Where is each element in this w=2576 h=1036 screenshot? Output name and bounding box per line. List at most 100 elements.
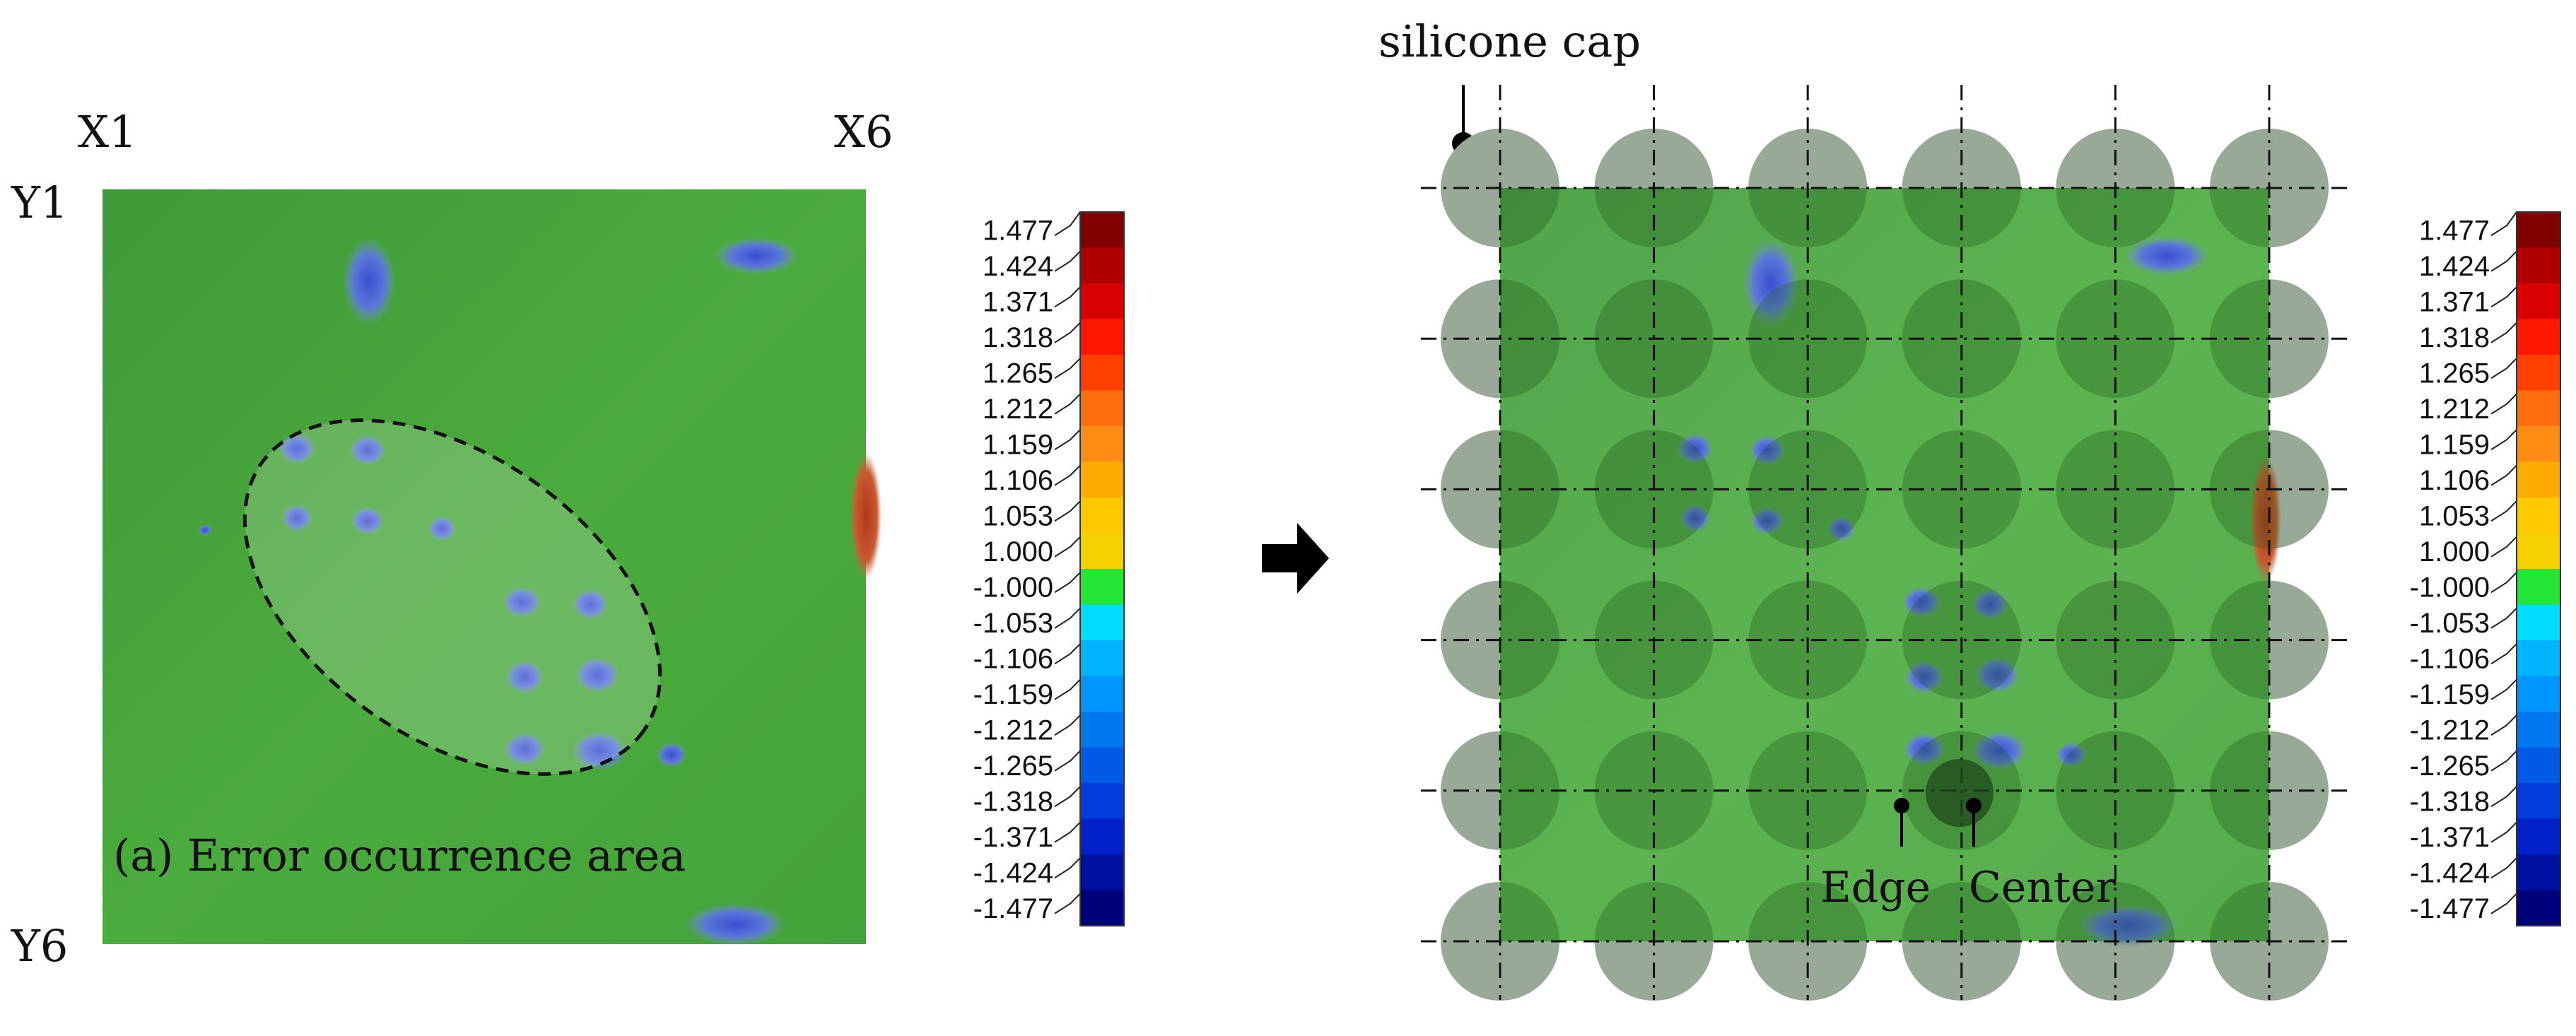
colorbar-tick-label: -1.265 [2410,750,2490,782]
colorbar-swatch [2517,533,2560,570]
colorbar-tick-label: -1.106 [2410,643,2490,674]
colorbar-leader [1054,857,1081,879]
colorbar-swatch [1080,604,1124,641]
colorbar-swatch [2517,390,2560,427]
colorbar-frame [2516,211,2561,926]
right-colorbar: 1.477 1.424 1.371 1.318 1.265 1.212 1.159 1.106… [2372,194,2568,936]
blue-spot [714,237,799,274]
colorbar-tick-label: -1.000 [2410,572,2490,603]
colorbar-tick-label: -1.159 [973,679,1053,710]
cap-grid-lines [1421,85,2354,1000]
colorbar-swatch [1080,426,1124,462]
colorbar-swatch [2517,854,2560,890]
colorbar-tick-label: 1.477 [983,215,1053,246]
blue-spot [1680,504,1711,532]
colorbar-swatch [1080,676,1124,712]
blue-spot [1750,507,1784,535]
colorbar-tick-label: 1.053 [983,500,1053,531]
right-arrow-icon [1262,523,1329,594]
left-deviation-map [103,189,866,944]
colorbar-swatch [2517,676,2560,712]
colorbar-leader [1054,250,1081,272]
left-red-region [850,452,882,579]
right-panel: silicone cap [1378,16,2354,1001]
colorbar-tick-label: -1.477 [973,893,1053,924]
colorbar-frame [1079,211,1125,926]
blue-spot [279,433,315,464]
blue-spot [572,589,609,620]
blue-spot [281,504,312,532]
colorbar-swatch [1080,712,1124,748]
colorbar-leader [1054,786,1081,808]
colorbar-swatch [2517,319,2560,355]
colorbar-tick-label: 1.212 [983,394,1053,425]
colorbar-tick-label: 1.159 [983,429,1053,460]
colorbar-tick-label: 1.212 [2419,394,2490,425]
colorbar-leader [2490,786,2517,808]
label-x1: X1 [78,106,137,158]
error-area-ellipse [242,418,662,776]
colorbar-swatch [1080,533,1124,570]
colorbar-tick-label: -1.318 [2410,786,2490,817]
blue-spot [428,516,456,541]
colorbar-swatch [1080,461,1124,498]
colorbar-swatch [2517,640,2560,676]
colorbar-tick-label: -1.159 [2410,679,2490,710]
colorbar-leader [1054,358,1081,379]
colorbar-leader [1054,429,1081,451]
colorbar-tick-label: 1.477 [2419,215,2490,246]
silicone-cap-label: silicone cap [1378,16,1641,67]
blue-spot [198,524,212,536]
silicone-cap-shade [1902,279,2021,399]
colorbar-tick-label: 1.053 [2419,500,2490,531]
error-area-caption: (a) Error occurrence area [113,830,686,881]
label-x6: X6 [834,106,894,158]
blue-spot [1827,516,1856,541]
colorbar-leader [1054,643,1081,665]
colorbar-leader [2490,678,2517,700]
blue-spot [1972,589,2008,620]
colorbar-leader [2490,643,2517,665]
colorbar-leader [1054,893,1081,914]
blue-spot [342,237,396,325]
colorbar-leader [2490,536,2517,558]
colorbar-leader [2490,250,2517,272]
colorbar-tick-label: 1.000 [983,536,1053,567]
colorbar-tick-label: 1.000 [2419,536,2490,567]
blue-spot [349,435,386,466]
colorbar-swatch [1080,747,1124,784]
colorbar-leader [2490,322,2517,343]
silicone-cap-shade [1748,279,1868,399]
left-blue-spots [198,237,799,946]
colorbar-swatch [2517,818,2560,855]
colorbar-swatch [1080,818,1124,855]
colorbar-tick-label: 1.371 [983,286,1053,317]
colorbar-swatch [2517,890,2560,926]
colorbar-leader [2490,286,2517,308]
colorbar-swatch [1080,319,1124,355]
colorbar-swatch [2517,283,2560,319]
colorbar-leader [2490,393,2517,415]
colorbar-swatch [2517,569,2560,605]
colorbar-swatch [2517,783,2560,819]
colorbar-swatch [2517,212,2560,248]
edge-dot [1894,798,1909,813]
colorbar-leader [1054,714,1081,736]
colorbar-swatch [1080,283,1124,319]
colorbar-leader [1054,678,1081,700]
highlighted-cap [1926,759,1994,827]
blue-spot [1904,660,1944,694]
colorbar-leader [2490,500,2517,522]
blue-spot [1971,731,2027,770]
blue-spot [503,732,546,766]
colorbar-tick-label: -1.053 [2410,608,2490,639]
blue-spot [505,660,544,694]
colorbar-leader [1054,607,1081,629]
colorbar-leader [1054,821,1081,843]
center-dot [1966,798,1981,813]
colorbar-leader [2490,211,2517,237]
blue-spot [571,731,628,770]
colorbar-leader [1054,750,1081,772]
colorbar-leader [1054,211,1081,237]
